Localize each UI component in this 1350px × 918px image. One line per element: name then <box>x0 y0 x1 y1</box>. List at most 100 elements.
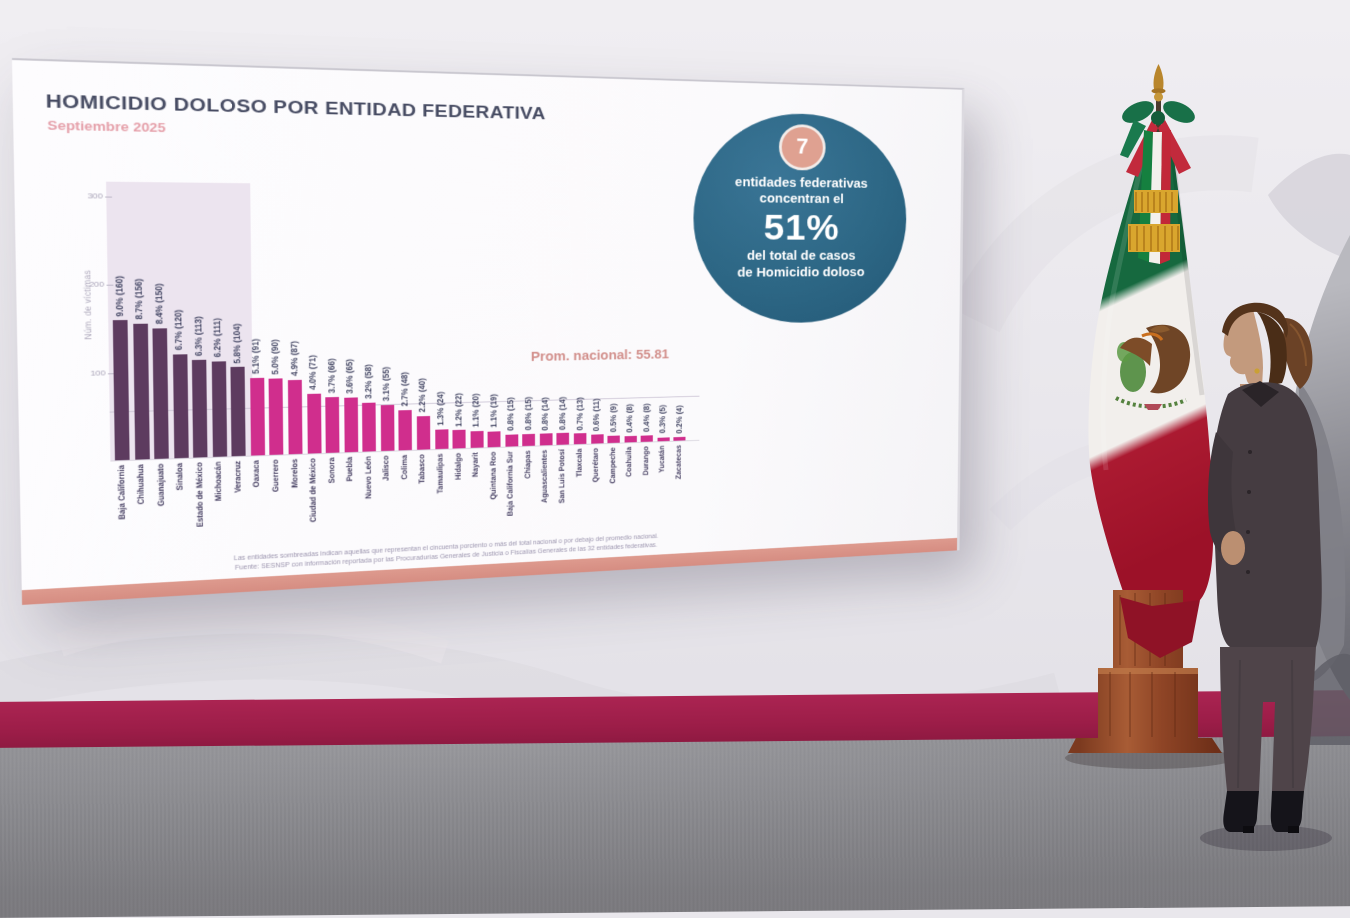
bar <box>153 328 169 459</box>
bar-state-label: Veracruz <box>234 461 243 493</box>
bar <box>591 434 603 443</box>
bar-value-label: 1.1% (19) <box>489 394 498 428</box>
bar <box>288 380 303 454</box>
highlight-line2: concentran el <box>760 191 844 208</box>
bar-state-label: Baja California <box>117 465 127 520</box>
bar-state-label: Querétaro <box>592 448 600 483</box>
y-tick-label: 300 <box>71 191 103 200</box>
bar-value-label: 0.6% (11) <box>592 398 600 431</box>
y-axis-label: Núm. de víctimas <box>81 270 94 340</box>
bar-state-label: Colima <box>401 455 409 480</box>
bar-state-label: Sinaloa <box>176 463 185 491</box>
bar-state-label: Puebla <box>346 457 355 482</box>
bar-state-label: San Luis Potosí <box>558 449 566 503</box>
bar <box>192 360 208 458</box>
bar <box>362 403 376 452</box>
bar <box>674 437 686 441</box>
y-tick-label: 100 <box>74 368 106 378</box>
bar-state-label: Michoacán <box>214 461 223 501</box>
bar-value-label: 8.7% (156) <box>134 279 144 320</box>
mexican-flag <box>1088 97 1213 612</box>
person-earring <box>1254 368 1259 373</box>
bar <box>557 433 570 445</box>
bar-state-label: Coahuila <box>626 447 634 477</box>
bar-value-label: 3.2% (58) <box>364 365 373 400</box>
bar <box>641 435 653 442</box>
bar-value-label: 0.8% (14) <box>541 397 549 431</box>
bar-state-label: Morelos <box>290 459 299 488</box>
bar <box>381 405 395 451</box>
bar-state-label: Hidalgo <box>454 453 462 480</box>
bar-state-label: Tabasco <box>419 454 427 484</box>
bar-state-label: Yucatán <box>659 445 667 472</box>
bar <box>344 397 358 452</box>
bar-value-label: 9.0% (160) <box>114 275 124 316</box>
bar-state-label: Chiapas <box>524 450 532 479</box>
bar-state-label: Estado de México <box>195 462 205 527</box>
bar-value-label: 0.8% (15) <box>507 397 516 431</box>
bar-value-label: 1.2% (22) <box>454 392 463 426</box>
bar-value-label: 3.7% (66) <box>327 358 336 393</box>
bar-value-label: 6.7% (120) <box>174 310 184 351</box>
bar-state-label: Guanajuato <box>156 463 166 506</box>
highlight-count-badge: 7 <box>779 124 826 171</box>
flag-finial-icon <box>1154 64 1164 89</box>
national-average-label: Prom. nacional: 55.81 <box>508 346 690 364</box>
bar <box>212 361 227 457</box>
bar-value-label: 3.6% (65) <box>345 359 354 394</box>
highlight-percent: 51% <box>764 207 840 249</box>
bar-state-label: Aguascalientes <box>541 450 549 503</box>
bar-value-label: 8.4% (150) <box>154 284 164 325</box>
bar <box>133 323 150 459</box>
bar-state-label: Jalisco <box>382 455 390 481</box>
highlight-line1: entidades federativas <box>735 175 868 193</box>
highlight-circle: 7 entidades federativas concentran el 51… <box>693 111 907 324</box>
bar <box>250 378 265 456</box>
bar-state-label: Durango <box>642 446 650 476</box>
bar <box>399 410 413 450</box>
bar <box>523 433 536 446</box>
bar-value-label: 5.8% (104) <box>232 323 242 363</box>
bar <box>540 434 553 446</box>
chart-subtitle: Septiembre 2025 <box>47 118 166 135</box>
bar-state-label: Baja California Sur <box>507 451 515 516</box>
bar-state-label: Oaxaca <box>253 460 262 487</box>
bar-value-label: 1.3% (24) <box>436 391 445 425</box>
bar-value-label: 3.1% (55) <box>382 367 391 402</box>
bar-value-label: 0.4% (8) <box>642 403 650 432</box>
bar-value-label: 0.8% (14) <box>558 396 566 430</box>
bar-value-label: 0.2% (4) <box>675 405 683 434</box>
bar <box>574 433 587 444</box>
y-tick-mark <box>107 285 114 286</box>
bar-value-label: 6.2% (111) <box>213 318 223 357</box>
bar-value-label: 1.1% (20) <box>472 394 481 428</box>
bar <box>453 430 466 449</box>
bar-state-label: Chihuahua <box>137 464 147 504</box>
bar <box>505 434 518 447</box>
bar-state-label: Guerrero <box>272 459 281 492</box>
bar-value-label: 2.7% (48) <box>400 372 409 407</box>
bar <box>173 354 189 458</box>
y-tick-mark <box>105 197 112 198</box>
bar-state-label: Tlaxcala <box>575 448 583 477</box>
bar <box>307 393 321 453</box>
bar-state-label: Campeche <box>609 447 617 483</box>
flag-base-pedestal <box>1065 590 1235 769</box>
bar <box>657 437 669 441</box>
bar-state-label: Nuevo León <box>364 456 373 499</box>
bar-value-label: 0.5% (9) <box>609 403 617 432</box>
highlight-line4: de Homicidio doloso <box>737 264 864 280</box>
bar-value-label: 0.7% (13) <box>575 397 583 431</box>
bar-state-label: Sonora <box>328 457 337 483</box>
person-hands <box>1221 531 1245 565</box>
bar <box>113 320 130 460</box>
bar-state-label: Zacatecas <box>675 445 683 479</box>
bar-value-label: 6.3% (113) <box>193 316 203 356</box>
bar-value-label: 0.3% (5) <box>659 405 667 434</box>
person-boots <box>1223 791 1259 832</box>
presentation-slide: HOMICIDIO DOLOSO POR ENTIDAD FEDERATIVA … <box>12 58 965 605</box>
bar <box>417 416 430 450</box>
bar <box>608 435 620 443</box>
bar-state-label: Nayarit <box>472 452 480 477</box>
bar-value-label: 2.2% (40) <box>418 378 427 412</box>
